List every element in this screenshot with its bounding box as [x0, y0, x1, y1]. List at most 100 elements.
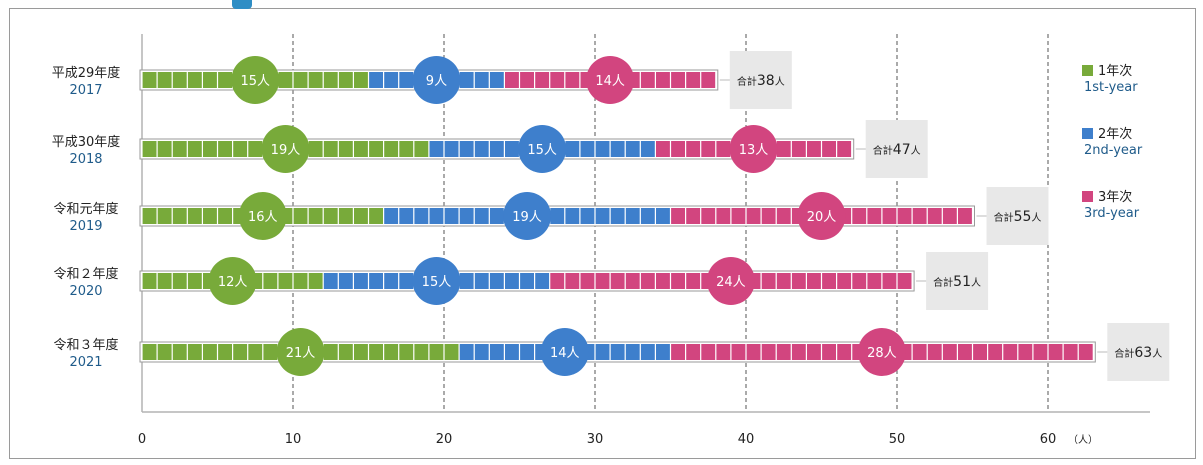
bar-unit-cell	[158, 72, 172, 88]
bar-unit-cell	[490, 344, 504, 360]
value-label: 14人	[595, 74, 625, 89]
bar-unit-cell	[822, 344, 836, 360]
bar-unit-cell	[867, 208, 881, 224]
bar-unit-cell	[701, 72, 715, 88]
value-label: 15人	[422, 275, 452, 290]
legend-label-en: 2nd-year	[1082, 143, 1142, 158]
bar-unit-cell	[505, 141, 519, 157]
bar-unit-cell	[309, 208, 323, 224]
bar-unit-cell	[384, 344, 398, 360]
bar-unit-cell	[218, 208, 232, 224]
bar-unit-cell	[490, 72, 504, 88]
bar-unit-cell	[475, 273, 489, 289]
bar-unit-cell	[596, 273, 610, 289]
bar-unit-cell	[852, 273, 866, 289]
bar-unit-cell	[822, 141, 836, 157]
bar-unit-cell	[173, 72, 187, 88]
bar-unit-cell	[596, 344, 610, 360]
bar-unit-cell	[384, 273, 398, 289]
bar-unit-cell	[354, 344, 368, 360]
bar-unit-cell	[339, 72, 353, 88]
bar-unit-cell	[837, 344, 851, 360]
bar-unit-cell	[973, 344, 987, 360]
legend-item-3rd-year: 3年次 3rd-year	[1082, 186, 1139, 221]
value-label: 14人	[550, 346, 580, 361]
bar-unit-cell	[490, 208, 504, 224]
bar-unit-cell	[279, 72, 293, 88]
legend-label-en: 3rd-year	[1082, 206, 1139, 221]
bar-unit-cell	[445, 344, 459, 360]
bar-unit-cell	[414, 208, 428, 224]
bar-row: 令和３年度202121人 14人 28人 合計63人	[53, 323, 1169, 381]
bar-row: 平成30年度201819人 15人 13人 合計47人	[52, 120, 928, 178]
bar-unit-cell	[188, 344, 202, 360]
legend-label-en: 1st-year	[1082, 80, 1138, 95]
legend-label: 1年次	[1098, 64, 1132, 79]
bar-unit-cell	[611, 208, 625, 224]
value-label: 20人	[807, 210, 837, 225]
bar-row: 令和元年度201916人 19人 20人 合計55人	[53, 187, 1048, 245]
bar-unit-cell	[173, 273, 187, 289]
bar-unit-cell	[883, 208, 897, 224]
bar-unit-cell	[611, 273, 625, 289]
bar-unit-cell	[550, 273, 564, 289]
bar-unit-cell	[535, 273, 549, 289]
bar-unit-cell	[913, 208, 927, 224]
bar-unit-cell	[550, 208, 564, 224]
bar-unit-cell	[701, 344, 715, 360]
bar-unit-cell	[233, 344, 247, 360]
bar-unit-cell	[928, 344, 942, 360]
bar-unit-cell	[399, 208, 413, 224]
bar-unit-cell	[143, 72, 157, 88]
bar-unit-cell	[430, 141, 444, 157]
category-year: 2021	[69, 355, 102, 370]
bar-unit-cell	[716, 141, 730, 157]
bar-unit-cell	[505, 72, 519, 88]
value-label: 15人	[527, 143, 557, 158]
bar-unit-cell	[565, 72, 579, 88]
bar-unit-cell	[928, 208, 942, 224]
bar-unit-cell	[399, 344, 413, 360]
legend-label: 3年次	[1098, 190, 1132, 205]
bar-unit-cell	[294, 208, 308, 224]
bar-unit-cell	[475, 344, 489, 360]
bar-unit-cell	[309, 273, 323, 289]
bar-unit-cell	[732, 208, 746, 224]
bar-unit-cell	[173, 208, 187, 224]
bar-unit-cell	[369, 141, 383, 157]
bar-unit-cell	[807, 344, 821, 360]
bar-unit-cell	[188, 72, 202, 88]
bar-unit-cell	[475, 208, 489, 224]
bar-unit-cell	[369, 72, 383, 88]
bar-unit-cell	[943, 208, 957, 224]
bar-unit-cell	[354, 273, 368, 289]
bar-unit-cell	[641, 208, 655, 224]
category-label: 令和３年度	[53, 337, 118, 353]
legend-swatch-blue	[1082, 128, 1093, 139]
bar-unit-cell	[324, 344, 338, 360]
bar-unit-cell	[867, 273, 881, 289]
x-tick-label: 10	[285, 432, 302, 447]
bar-unit-cell	[898, 273, 912, 289]
bar-unit-cell	[701, 208, 715, 224]
bar-unit-cell	[399, 273, 413, 289]
category-label: 令和元年度	[53, 201, 118, 217]
x-tick-label: 20	[436, 432, 453, 447]
bar-unit-cell	[581, 273, 595, 289]
bar-unit-cell	[369, 344, 383, 360]
bar-unit-cell	[988, 344, 1002, 360]
bar-unit-cell	[656, 344, 670, 360]
bar-unit-cell	[445, 141, 459, 157]
bar-unit-cell	[203, 72, 217, 88]
bar-unit-cell	[626, 344, 640, 360]
bar-unit-cell	[716, 344, 730, 360]
bar-unit-cell	[822, 273, 836, 289]
bar-unit-cell	[248, 344, 262, 360]
bar-unit-cell	[339, 344, 353, 360]
bar-unit-cell	[324, 273, 338, 289]
category-label: 平成29年度	[52, 65, 121, 81]
bar-unit-cell	[762, 344, 776, 360]
value-label: 12人	[218, 275, 248, 290]
bar-unit-cell	[686, 344, 700, 360]
bar-unit-cell	[958, 344, 972, 360]
